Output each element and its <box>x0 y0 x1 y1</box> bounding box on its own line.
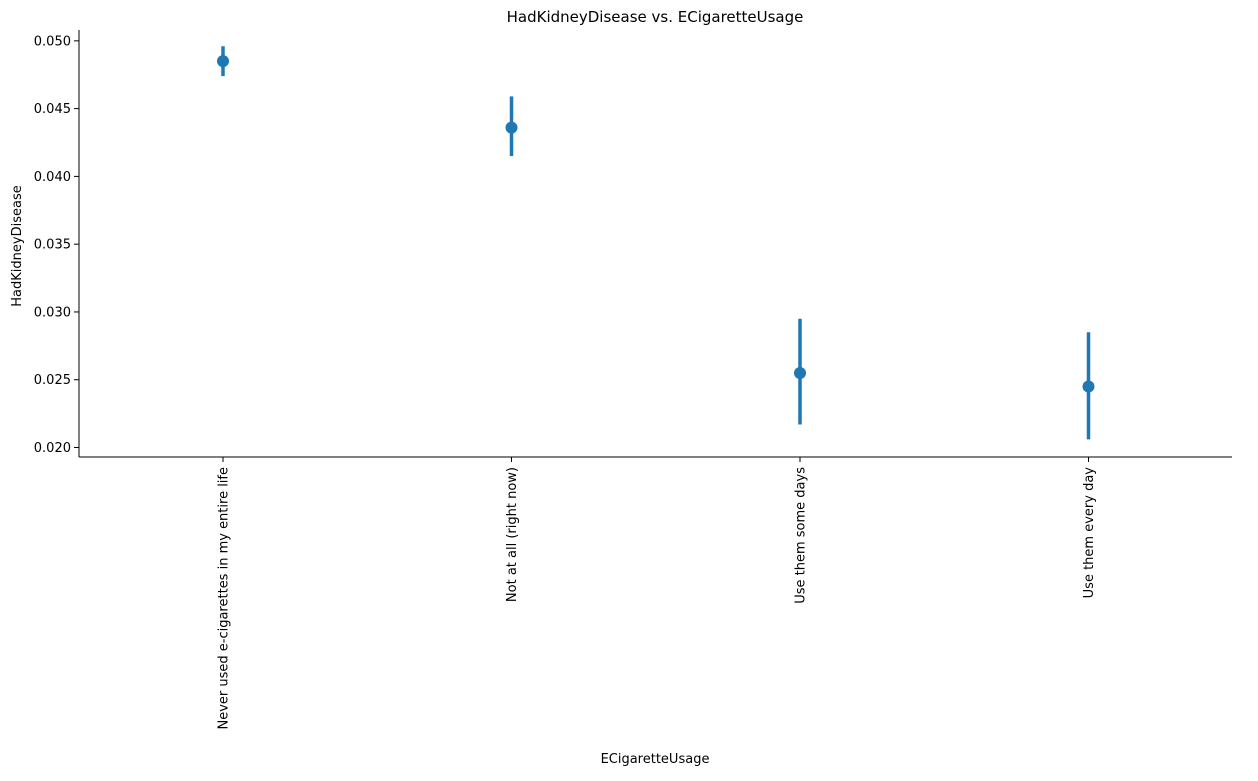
data-point <box>794 366 806 379</box>
y-tick-label: 0.030 <box>34 305 71 320</box>
data-point <box>217 55 229 68</box>
y-tick-label: 0.020 <box>34 441 71 456</box>
x-tick-label: Not at all (right now) <box>505 467 520 602</box>
y-axis-label: HadKidneyDisease <box>10 185 25 306</box>
y-tick-label: 0.040 <box>34 170 71 185</box>
x-tick-label: Use them some days <box>794 467 809 604</box>
y-tick-label: 0.050 <box>34 34 71 49</box>
x-tick-label: Use them every day <box>1082 467 1097 599</box>
x-axis-label: ECigaretteUsage <box>601 752 710 767</box>
y-tick-label: 0.025 <box>34 373 71 388</box>
y-tick-label: 0.045 <box>34 102 71 117</box>
x-tick-label: Never used e-cigarettes in my entire lif… <box>217 467 232 730</box>
data-point <box>505 121 518 134</box>
data-point <box>1082 380 1095 393</box>
y-tick-label: 0.035 <box>34 238 71 253</box>
plot-area: 0.020 0.025 0.030 0.035 0.040 0.045 0.050 Never… <box>34 30 1232 730</box>
chart-title: HadKidneyDisease vs. ECigaretteUsage <box>507 8 804 26</box>
